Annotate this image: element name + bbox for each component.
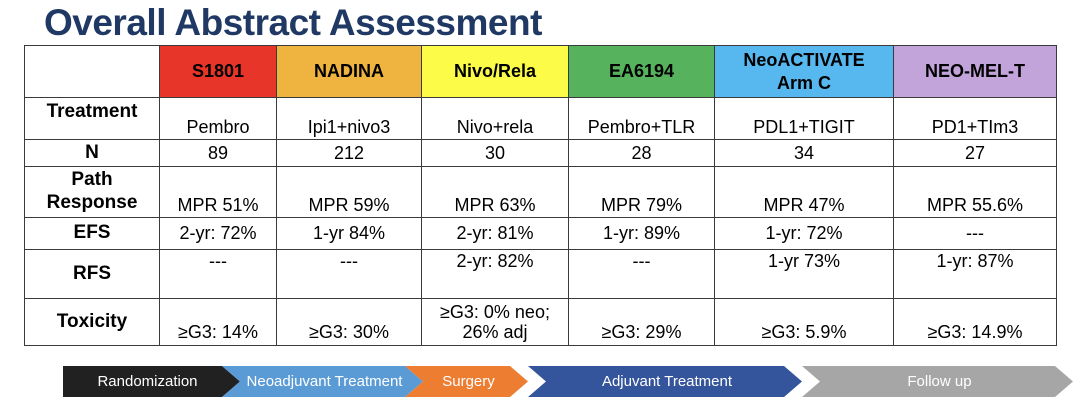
data-cell: ≥G3: 14.9% xyxy=(893,298,1057,346)
row-label: Path Response xyxy=(24,166,160,218)
corner-header-cell xyxy=(24,45,160,98)
timeline-step: Adjuvant Treatment xyxy=(528,366,802,397)
trial-column-header: S1801 xyxy=(159,45,277,98)
timeline-step: Surgery xyxy=(405,366,528,397)
data-cell: ≥G3: 14% xyxy=(159,298,277,346)
row-label: Treatment xyxy=(24,97,160,140)
table-row: Treatment Pembro Ipi1+nivo3 Nivo+rela Pembro… xyxy=(24,97,1057,140)
trial-column-header: NEO-MEL-T xyxy=(893,45,1057,98)
data-cell: ≥G3: 5.9% xyxy=(714,298,894,346)
timeline-step-label: Surgery xyxy=(442,373,495,390)
timeline-step: Randomization xyxy=(63,366,240,397)
data-cell: --- xyxy=(568,249,715,299)
timeline-step-label: Adjuvant Treatment xyxy=(601,373,733,390)
column-header-row: S1801 NADINA Nivo/Rela EA6194 NeoACTIVATE Ar… xyxy=(24,45,1057,98)
data-cell: 1-yr 73% xyxy=(714,249,894,299)
page-title: Overall Abstract Assessment xyxy=(44,2,542,43)
data-cell: PD1+TIm3 xyxy=(893,97,1057,140)
timeline-step: Follow up xyxy=(802,366,1073,397)
row-label: EFS xyxy=(24,217,160,250)
data-cell: PDL1+TIGIT xyxy=(714,97,894,140)
data-cell: MPR 51% xyxy=(159,166,277,218)
data-cell: MPR 79% xyxy=(568,166,715,218)
data-cell: Nivo+rela xyxy=(421,97,569,140)
row-label: Toxicity xyxy=(24,298,160,346)
data-cell: MPR 59% xyxy=(276,166,422,218)
data-cell: 1-yr: 72% xyxy=(714,217,894,250)
table-row: N 89 212 30 28 34 27 xyxy=(24,139,1057,167)
table-row: Path Response MPR 51% MPR 59% MPR 63% MPR 79… xyxy=(24,166,1057,218)
data-cell: MPR 47% xyxy=(714,166,894,218)
data-cell: MPR 55.6% xyxy=(893,166,1057,218)
trials-comparison-table: S1801 NADINA Nivo/Rela EA6194 NeoACTIVATE Ar… xyxy=(24,45,1057,346)
trial-column-header: Nivo/Rela xyxy=(421,45,569,98)
data-cell: 1-yr: 89% xyxy=(568,217,715,250)
data-cell: 1-yr 84% xyxy=(276,217,422,250)
treatment-timeline: Randomization Neoadjuvant Treatment Surger… xyxy=(63,366,1073,397)
row-label: RFS xyxy=(24,249,160,299)
data-cell: 27 xyxy=(893,139,1057,167)
data-cell: Ipi1+nivo3 xyxy=(276,97,422,140)
data-cell: ≥G3: 30% xyxy=(276,298,422,346)
data-cell: --- xyxy=(159,249,277,299)
trial-column-header: EA6194 xyxy=(568,45,715,98)
trial-column-header: NADINA xyxy=(276,45,422,98)
data-cell: 2-yr: 82% xyxy=(421,249,569,299)
data-cell: 89 xyxy=(159,139,277,167)
data-cell: Pembro xyxy=(159,97,277,140)
data-cell: Pembro+TLR xyxy=(568,97,715,140)
data-cell: 30 xyxy=(421,139,569,167)
data-cell: ≥G3: 0% neo; 26% adj xyxy=(421,298,569,346)
data-cell: 2-yr: 72% xyxy=(159,217,277,250)
table-row: RFS --- --- 2-yr: 82% --- 1-yr 73% 1-yr: 87% xyxy=(24,249,1057,299)
data-cell: 2-yr: 81% xyxy=(421,217,569,250)
data-cell: --- xyxy=(893,217,1057,250)
data-cell: 28 xyxy=(568,139,715,167)
table-row: EFS 2-yr: 72% 1-yr 84% 2-yr: 81% 1-yr: 89% 1-… xyxy=(24,217,1057,250)
table-row: Toxicity ≥G3: 14% ≥G3: 30% ≥G3: 0% neo; 26%… xyxy=(24,298,1057,346)
data-cell: ≥G3: 29% xyxy=(568,298,715,346)
data-cell: 1-yr: 87% xyxy=(893,249,1057,299)
data-cell: --- xyxy=(276,249,422,299)
timeline-step: Neoadjuvant Treatment xyxy=(222,366,423,397)
data-cell: 212 xyxy=(276,139,422,167)
trial-column-header: NeoACTIVATE Arm C xyxy=(714,45,894,98)
timeline-step-label: Follow up xyxy=(907,373,972,390)
timeline-step-label: Randomization xyxy=(97,373,198,390)
data-cell: MPR 63% xyxy=(421,166,569,218)
timeline-step-label: Neoadjuvant Treatment xyxy=(246,373,403,390)
data-cell: 34 xyxy=(714,139,894,167)
row-label: N xyxy=(24,139,160,167)
table-body: Treatment Pembro Ipi1+nivo3 Nivo+rela Pembro… xyxy=(24,97,1057,346)
